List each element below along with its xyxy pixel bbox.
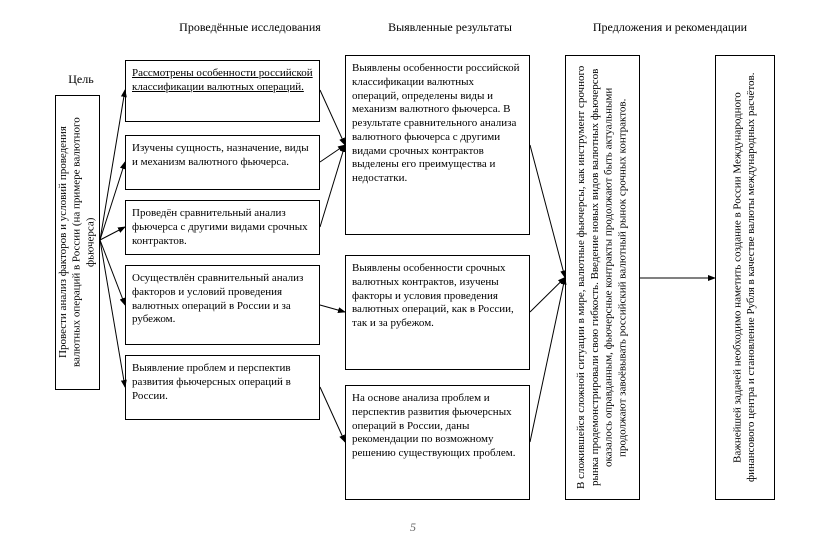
research-box-4: Осуществлён сравнительный анализ факторо… [125,265,320,345]
result-box-3: На основе анализа проблем и перспектив р… [345,385,530,500]
header-research: Проведённые исследования [150,20,350,35]
header-results: Выявленные результаты [360,20,540,35]
page-number: 5 [410,520,416,535]
goal-box: Провести анализ факторов и условий прове… [55,95,100,390]
header-recommendations: Предложения и рекомендации [560,20,780,35]
suggestions-box: В сложившейся сложной ситуации в мире, в… [565,55,640,500]
research-text-1: Рассмотрены особенности российской класс… [132,67,313,93]
research-box-5: Выявление проблем и перспектив развития … [125,355,320,420]
recommendations-box: Важнейшей задачей необходимо наметить со… [715,55,775,500]
research-box-3: Проведён сравнительный анализ фьючерса с… [125,200,320,255]
result-box-2: Выявлены особенности срочных валютных ко… [345,255,530,370]
header-goal: Цель [56,72,106,87]
result-box-1: Выявлены особенности российской классифи… [345,55,530,235]
research-box-2: Изучены сущность, назначение, виды и мех… [125,135,320,190]
research-box-1: Рассмотрены особенности российской класс… [125,60,320,122]
